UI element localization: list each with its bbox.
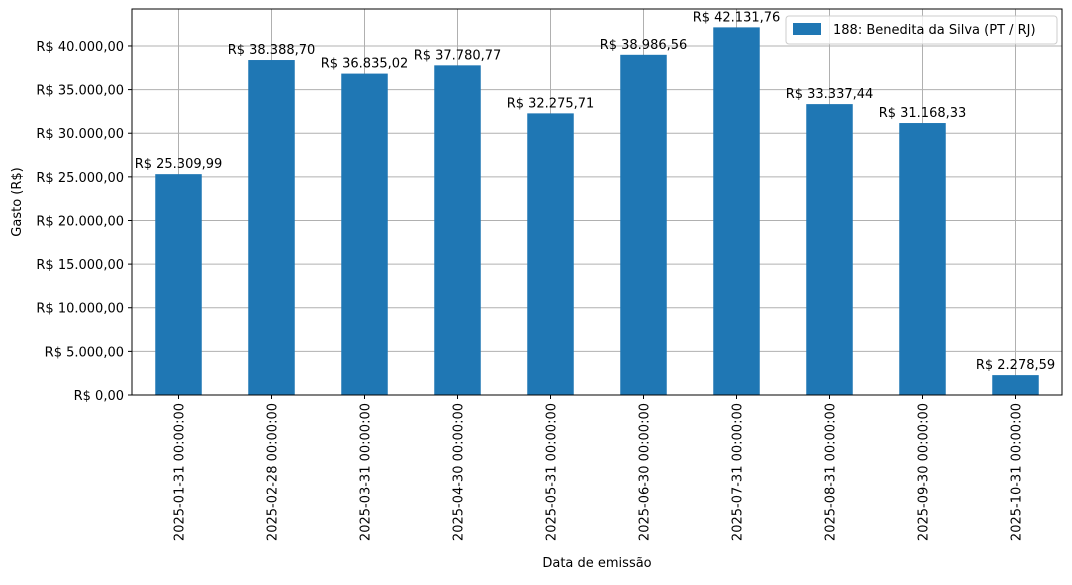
x-tick-label: 2025-03-31 00:00:00 <box>359 403 374 541</box>
bar-value-label: R$ 38.986,56 <box>600 38 688 53</box>
x-tick-label: 2025-08-31 00:00:00 <box>824 403 839 541</box>
y-tick-label: R$ 0,00 <box>74 389 124 404</box>
bar <box>341 73 388 395</box>
bar-value-label: R$ 42.131,76 <box>693 10 781 25</box>
y-tick-label: R$ 10.000,00 <box>36 302 124 317</box>
x-tick-label: 2025-02-28 00:00:00 <box>266 403 281 541</box>
y-tick-label: R$ 40.000,00 <box>36 40 124 55</box>
x-tick-label: 2025-07-31 00:00:00 <box>731 403 746 541</box>
bar <box>992 375 1039 395</box>
bar-value-label: R$ 38.388,70 <box>228 43 316 58</box>
y-tick-label: R$ 25.000,00 <box>36 171 124 186</box>
x-tick-label: 2025-06-30 00:00:00 <box>638 403 653 541</box>
data-labels-layer: R$ 25.309,99 R$ 38.388,70 R$ 36.835,02 R$ 3… <box>135 10 1055 373</box>
bar-value-label: R$ 33.337,44 <box>786 87 874 102</box>
x-axis-title: Data de emissão <box>542 556 651 571</box>
bar <box>713 27 760 396</box>
bar-value-label: R$ 36.835,02 <box>321 57 409 72</box>
legend-label: 188: Benedita da Silva (PT / RJ) <box>833 23 1036 38</box>
bar-value-label: R$ 32.275,71 <box>507 96 595 111</box>
axes-layer: 2025-01-31 00:00:00 2025-02-28 00:00:00 20… <box>36 8 1063 541</box>
bar <box>527 113 574 396</box>
bars-layer <box>155 27 1039 396</box>
x-tick-label: 2025-10-31 00:00:00 <box>1010 403 1025 541</box>
bar <box>806 104 853 396</box>
bar <box>248 60 295 395</box>
bar <box>155 174 202 395</box>
y-tick-label: R$ 5.000,00 <box>45 345 124 360</box>
legend: 188: Benedita da Silva (PT / RJ) <box>785 15 1058 45</box>
bar-value-label: R$ 25.309,99 <box>135 157 223 172</box>
y-axis-title: Gasto (R$) <box>10 167 25 236</box>
legend-swatch <box>793 23 821 35</box>
bar <box>620 54 667 396</box>
x-tick-label: 2025-01-31 00:00:00 <box>173 403 188 541</box>
y-tick-label: R$ 35.000,00 <box>36 84 124 99</box>
bar-value-label: R$ 2.278,59 <box>976 358 1055 373</box>
x-tick-label: 2025-09-30 00:00:00 <box>917 403 932 541</box>
x-tick-label: 2025-05-31 00:00:00 <box>545 403 560 541</box>
y-tick-label: R$ 30.000,00 <box>36 127 124 142</box>
y-tick-label: R$ 15.000,00 <box>36 258 124 273</box>
plot-frame <box>131 8 1063 396</box>
bar-value-label: R$ 31.168,33 <box>879 106 967 121</box>
bar <box>899 123 946 396</box>
bar <box>434 65 481 396</box>
y-tick-label: R$ 20.000,00 <box>36 214 124 229</box>
bar-value-label: R$ 37.780,77 <box>414 48 502 63</box>
x-tick-label: 2025-04-30 00:00:00 <box>452 403 467 541</box>
legend-frame <box>785 15 1058 45</box>
